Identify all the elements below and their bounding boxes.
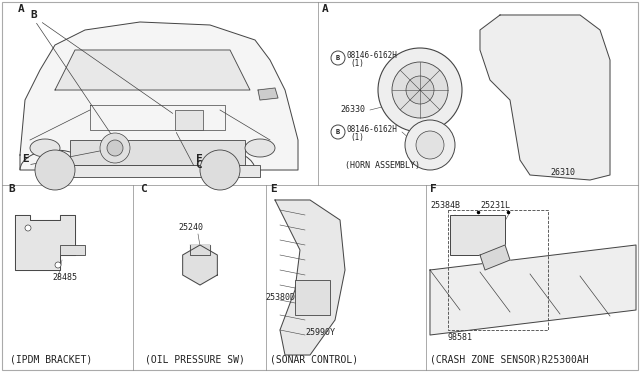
- Polygon shape: [190, 245, 210, 255]
- Text: 25384B: 25384B: [430, 201, 460, 210]
- Polygon shape: [480, 15, 610, 180]
- Polygon shape: [430, 245, 636, 335]
- Polygon shape: [480, 245, 510, 270]
- Circle shape: [406, 76, 434, 104]
- Text: B: B: [8, 184, 15, 194]
- Text: (1): (1): [350, 132, 364, 141]
- Text: A: A: [18, 4, 25, 14]
- Text: 25380D: 25380D: [265, 293, 295, 302]
- Circle shape: [55, 262, 61, 268]
- Text: 08146-6162H: 08146-6162H: [347, 51, 398, 60]
- Circle shape: [392, 62, 448, 118]
- Text: 28485: 28485: [52, 273, 77, 282]
- Circle shape: [378, 48, 462, 132]
- Bar: [175, 110, 203, 130]
- Text: 25231L: 25231L: [480, 201, 510, 210]
- Text: C: C: [140, 184, 147, 194]
- Text: E: E: [22, 154, 29, 164]
- Text: F: F: [196, 154, 203, 164]
- Text: F: F: [430, 184, 436, 194]
- Bar: [50, 165, 260, 177]
- Circle shape: [35, 150, 75, 190]
- Text: (OIL PRESSURE SW): (OIL PRESSURE SW): [145, 354, 245, 364]
- Polygon shape: [20, 22, 298, 170]
- Circle shape: [100, 133, 130, 163]
- Polygon shape: [258, 88, 278, 100]
- Ellipse shape: [245, 139, 275, 157]
- Circle shape: [416, 131, 444, 159]
- Bar: [450, 215, 505, 255]
- Text: (SONAR CONTROL): (SONAR CONTROL): [270, 354, 358, 364]
- Text: 26330: 26330: [340, 105, 365, 114]
- Bar: [60, 245, 85, 255]
- Polygon shape: [15, 215, 75, 270]
- Text: (IPDM BRACKET): (IPDM BRACKET): [10, 354, 92, 364]
- Text: 25240: 25240: [178, 223, 203, 232]
- Text: 98581: 98581: [448, 333, 473, 342]
- Circle shape: [331, 125, 345, 139]
- Bar: [70, 140, 245, 165]
- Text: 25990Y: 25990Y: [305, 328, 335, 337]
- Circle shape: [107, 140, 123, 156]
- Text: B: B: [30, 10, 36, 20]
- Circle shape: [25, 225, 31, 231]
- Text: (HORN ASSEMBLY): (HORN ASSEMBLY): [345, 161, 420, 170]
- Polygon shape: [275, 200, 345, 355]
- Circle shape: [405, 120, 455, 170]
- Polygon shape: [55, 50, 250, 90]
- Circle shape: [200, 150, 240, 190]
- Text: (1): (1): [350, 58, 364, 67]
- Polygon shape: [182, 245, 218, 285]
- Bar: [295, 280, 330, 315]
- Bar: [448, 210, 548, 330]
- Text: 08146-6162H: 08146-6162H: [347, 125, 398, 134]
- Text: (CRASH ZONE SENSOR)R25300AH: (CRASH ZONE SENSOR)R25300AH: [430, 354, 589, 364]
- Text: A: A: [322, 4, 329, 14]
- Text: B: B: [336, 129, 340, 135]
- Text: E: E: [270, 184, 276, 194]
- Text: C: C: [195, 160, 202, 170]
- Text: B: B: [336, 55, 340, 61]
- Circle shape: [331, 51, 345, 65]
- Text: 26310: 26310: [550, 168, 575, 177]
- Ellipse shape: [30, 139, 60, 157]
